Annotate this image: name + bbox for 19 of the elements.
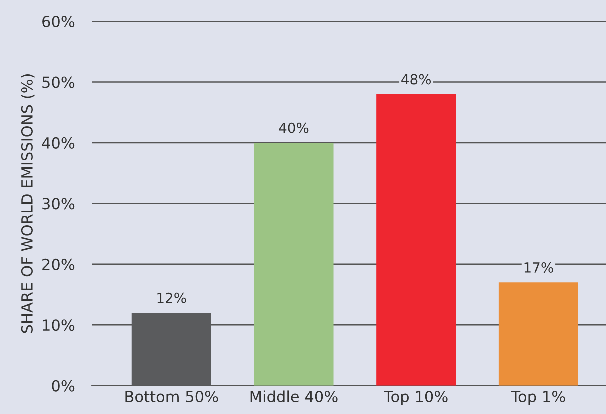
bar (498, 282, 578, 386)
y-tick-label: 0% (52, 380, 75, 392)
data-label: 12% (158, 292, 186, 304)
bar (376, 94, 456, 386)
y-tick-label: 60% (42, 16, 75, 28)
y-tick-label: 30% (42, 198, 75, 210)
x-tick-label: Bottom 50% (126, 390, 218, 403)
y-axis-title: SHARE OF WORLD EMISSIONS (%) (21, 74, 35, 334)
data-label: 48% (402, 74, 432, 85)
data-label: 40% (279, 122, 309, 134)
y-tick-label: 10% (43, 320, 75, 332)
x-tick-label: Middle 40% (250, 390, 338, 403)
x-tick-label: Top 1% (511, 390, 566, 406)
x-tick-label: Top 10% (384, 390, 448, 406)
y-tick-label: 50% (42, 76, 75, 88)
y-tick-label: 40% (42, 137, 75, 149)
data-label: 17% (524, 262, 554, 273)
y-tick-label: 20% (42, 258, 75, 270)
bar (254, 142, 334, 386)
